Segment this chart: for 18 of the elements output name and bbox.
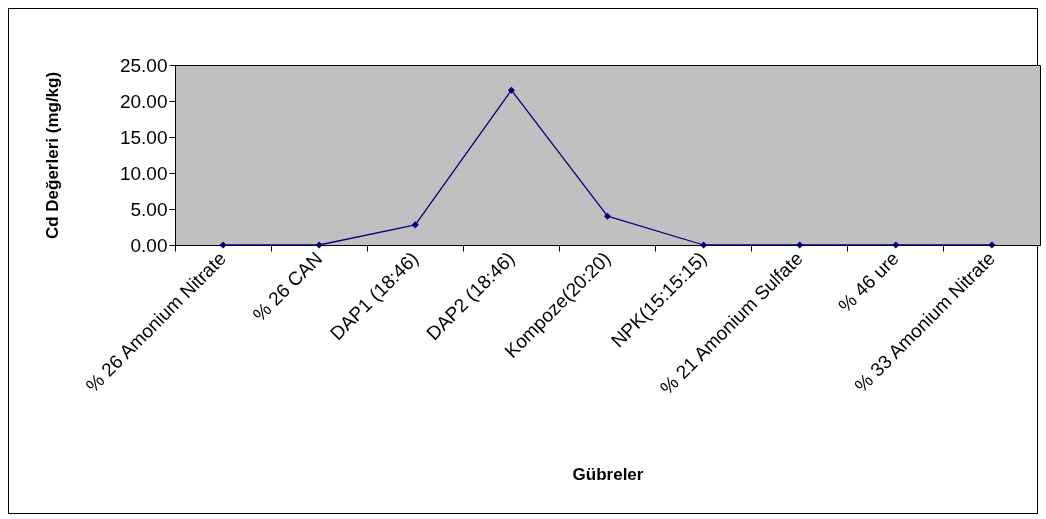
x-axis-title: Gübreler [572,464,644,484]
point [411,221,419,229]
point [988,241,996,249]
y-tick-label: 0.00 [130,234,168,256]
point [796,241,804,249]
y-axis-title: Cd Değerleri (mg/kg) [42,71,62,240]
point [892,241,900,249]
point [219,241,227,249]
point [603,212,612,220]
y-tick-label: 25.00 [119,54,168,76]
y-tick-label: 5.00 [130,198,168,220]
y-tick-label: 15.00 [119,126,168,148]
y-tick-label: 20.00 [119,90,168,112]
point [700,241,708,249]
x-tick-label: % 46 ure [834,247,903,317]
point [315,241,323,249]
point [507,86,515,94]
y-tick-label: 10.00 [119,162,168,184]
